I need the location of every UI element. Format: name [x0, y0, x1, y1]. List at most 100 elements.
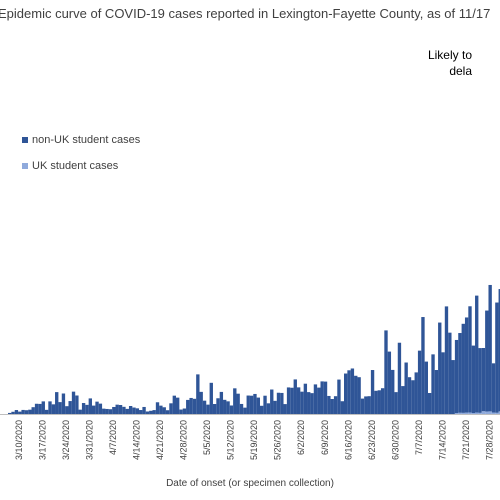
bar-non-uk — [149, 410, 153, 414]
bar-non-uk — [55, 392, 59, 414]
bar-non-uk — [159, 405, 163, 414]
bar-non-uk — [88, 398, 92, 414]
x-tick-label: 4/7/2020 — [108, 420, 118, 455]
bar-non-uk — [260, 405, 264, 414]
bar-non-uk — [310, 393, 314, 414]
bar-non-uk — [11, 411, 15, 414]
chart-title: Epidemic curve of COVID-19 cases reporte… — [0, 6, 491, 21]
bar-non-uk — [81, 403, 86, 414]
bar-non-uk — [176, 397, 180, 414]
bar-non-uk — [364, 396, 368, 414]
bar-non-uk — [14, 410, 19, 414]
x-tick-label: 5/19/2020 — [249, 420, 259, 460]
bar-non-uk — [186, 399, 190, 414]
bar-non-uk — [132, 407, 136, 414]
legend-label-uk: UK student cases — [32, 160, 119, 172]
bar-non-uk — [249, 395, 254, 414]
bar-non-uk — [51, 404, 56, 414]
bar-non-uk — [206, 404, 210, 414]
bar-non-uk — [384, 330, 388, 414]
legend-item-uk: UK student cases — [22, 160, 118, 172]
bar-non-uk — [135, 408, 140, 414]
legend-item-non-uk: non-UK student cases — [22, 134, 140, 146]
x-tick-label: 3/24/2020 — [61, 420, 71, 460]
x-tick-label: 6/2/2020 — [296, 420, 306, 455]
bar-non-uk — [350, 368, 355, 414]
bar-uk — [498, 411, 500, 414]
bar-non-uk — [377, 390, 381, 414]
x-tick-label: 7/21/2020 — [461, 420, 471, 460]
bar-non-uk — [434, 370, 439, 414]
bar-non-uk — [280, 392, 284, 414]
bar-non-uk — [155, 402, 160, 414]
bar-non-uk — [68, 401, 72, 414]
x-tick-label: 4/14/2020 — [132, 420, 142, 460]
bar-uk — [491, 412, 496, 414]
x-tick-label: 5/5/2020 — [202, 420, 212, 455]
bar-non-uk — [438, 322, 442, 414]
legend-label-non-uk: non-UK student cases — [32, 134, 141, 146]
bar-non-uk — [424, 361, 428, 414]
bar-non-uk — [112, 406, 116, 414]
bar-non-uk — [290, 387, 294, 414]
bar-non-uk — [296, 387, 301, 414]
bar-non-uk — [461, 323, 465, 413]
bar-non-uk — [115, 404, 119, 414]
bar-non-uk — [169, 403, 173, 414]
bar-non-uk — [417, 350, 422, 414]
bar-non-uk — [145, 411, 150, 414]
bar-non-uk — [189, 397, 193, 414]
bar-non-uk — [243, 407, 247, 414]
bar-non-uk — [179, 409, 183, 414]
bar-non-uk — [128, 405, 133, 414]
bar-non-uk — [485, 310, 489, 412]
bar-non-uk — [327, 395, 331, 414]
bar-non-uk — [387, 351, 392, 414]
bar-non-uk — [118, 405, 123, 414]
bar-non-uk — [65, 406, 69, 414]
bar-non-uk — [317, 387, 321, 414]
bar-non-uk — [286, 387, 291, 414]
bar-non-uk — [283, 404, 287, 414]
bar-non-uk — [354, 375, 358, 414]
bar-uk — [461, 412, 465, 414]
bar-uk — [471, 412, 476, 414]
bar-non-uk — [313, 384, 318, 414]
bar-non-uk — [340, 401, 344, 414]
annotation-line-1: Likely to — [427, 48, 472, 62]
bar-non-uk — [256, 397, 260, 414]
bar-non-uk — [374, 390, 378, 414]
bar-uk — [454, 412, 459, 414]
x-tick-label: 7/14/2020 — [437, 420, 447, 460]
bar-non-uk — [270, 389, 274, 414]
bar-non-uk — [102, 408, 106, 414]
bar-non-uk — [468, 306, 472, 413]
bar-non-uk — [199, 391, 203, 414]
bar-non-uk — [139, 410, 143, 414]
bar-non-uk — [219, 391, 224, 414]
bar-non-uk — [18, 411, 22, 414]
bar-uk — [481, 411, 486, 414]
bar-non-uk — [475, 295, 479, 413]
bar-non-uk — [478, 348, 482, 413]
bar-non-uk — [209, 382, 213, 414]
bar-non-uk — [276, 392, 281, 414]
x-tick-label: 4/28/2020 — [179, 420, 189, 460]
bar-non-uk — [78, 409, 82, 414]
bar-non-uk — [196, 374, 200, 414]
annotation-line-2: dela — [449, 64, 472, 78]
bar-non-uk — [421, 317, 425, 414]
bar-uk — [478, 412, 482, 414]
bar-non-uk — [216, 398, 220, 414]
bar-non-uk — [293, 379, 297, 414]
bar-non-uk — [344, 373, 348, 414]
bar-non-uk — [142, 406, 146, 414]
bar-non-uk — [370, 370, 375, 414]
legend-swatch-non-uk — [22, 137, 28, 143]
bar-non-uk — [428, 393, 432, 414]
bar-non-uk — [44, 409, 49, 414]
bar-non-uk — [28, 409, 32, 414]
bar-non-uk — [458, 333, 462, 413]
bar-non-uk — [303, 383, 308, 414]
bar-non-uk — [414, 372, 418, 414]
